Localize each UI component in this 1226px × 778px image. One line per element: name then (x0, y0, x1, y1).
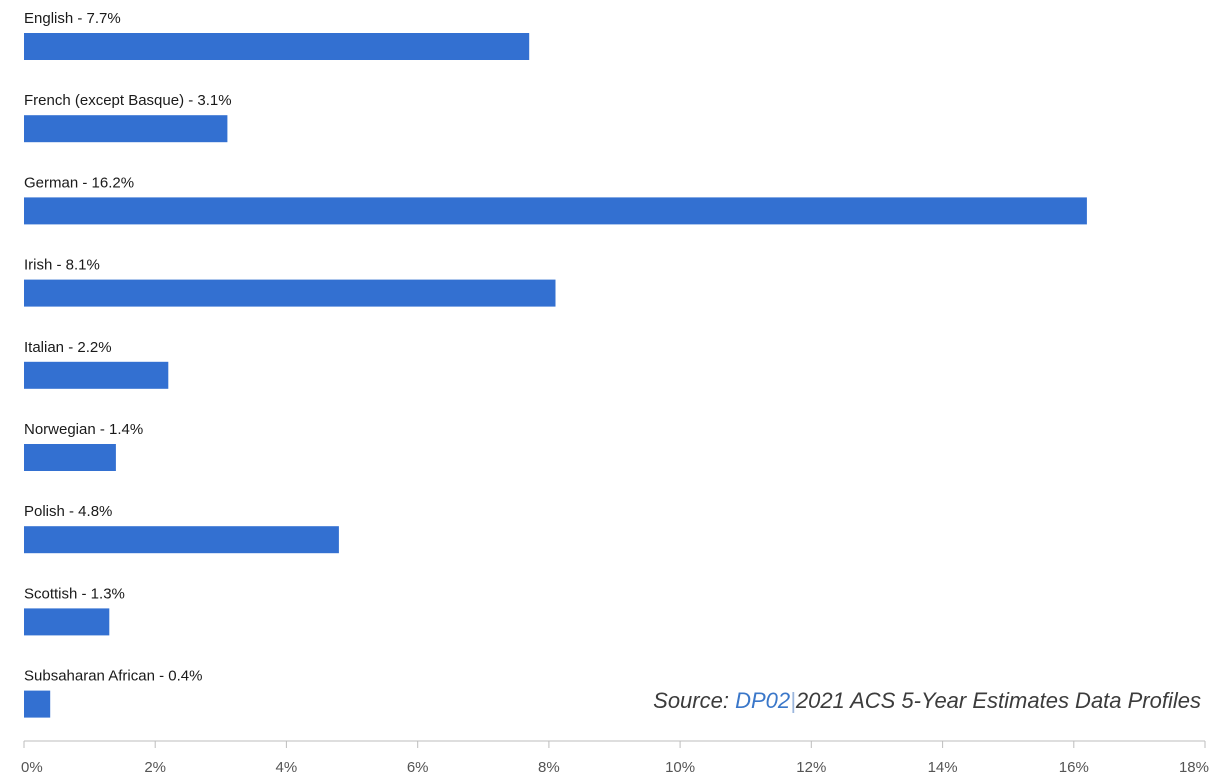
x-tick-label: 14% (928, 759, 958, 776)
x-tick-label: 2% (144, 759, 166, 776)
bar-english[interactable] (24, 33, 530, 60)
source-note: Source: DP02|2021 ACS 5-Year Estimates D… (653, 688, 1201, 713)
bar-subsaharan-african[interactable] (24, 690, 51, 718)
bar-label-irish: Irish - 8.1% (24, 257, 100, 274)
x-tick-label: 8% (538, 759, 560, 776)
bar-scottish[interactable] (24, 608, 110, 636)
bar-label-norwegian: Norwegian - 1.4% (24, 421, 143, 438)
bar-polish[interactable] (24, 526, 339, 554)
bar-label-german: German - 16.2% (24, 174, 134, 191)
source-link-dp02[interactable]: DP02 (735, 688, 790, 713)
x-tick-label: 10% (665, 759, 695, 776)
bar-label-subsaharan-african: Subsaharan African - 0.4% (24, 668, 202, 685)
source-prefix: Source: (653, 688, 735, 713)
bar-label-polish: Polish - 4.8% (24, 503, 112, 520)
x-tick-label: 0% (21, 759, 43, 776)
bar-label-scottish: Scottish - 1.3% (24, 585, 125, 602)
x-axis: 0% 2% 4% 6% 8% 10% 12% 14% 16% 18% (21, 740, 1209, 776)
source-separator: | (790, 688, 796, 713)
bar-label-italian: Italian - 2.2% (24, 339, 112, 356)
bar-irish[interactable] (24, 279, 556, 307)
bars-layer (24, 33, 1087, 718)
bar-german[interactable] (24, 197, 1087, 225)
bar-norwegian[interactable] (24, 444, 116, 471)
x-tick-label: 16% (1059, 759, 1089, 776)
source-suffix: 2021 ACS 5-Year Estimates Data Profiles (795, 688, 1201, 713)
bar-label-english: English - 7.7% (24, 10, 121, 27)
x-tick-label: 12% (796, 759, 826, 776)
bar-italian[interactable] (24, 361, 169, 389)
bar-french-except-basque[interactable] (24, 115, 228, 143)
x-tick-label: 6% (407, 759, 429, 776)
category-labels-layer: English - 7.7% French (except Basque) - 3… (24, 10, 232, 685)
bar-label-french-except-basque: French (except Basque) - 3.1% (24, 92, 232, 109)
x-tick-label: 18% (1179, 759, 1209, 776)
x-tick-label: 4% (276, 759, 298, 776)
